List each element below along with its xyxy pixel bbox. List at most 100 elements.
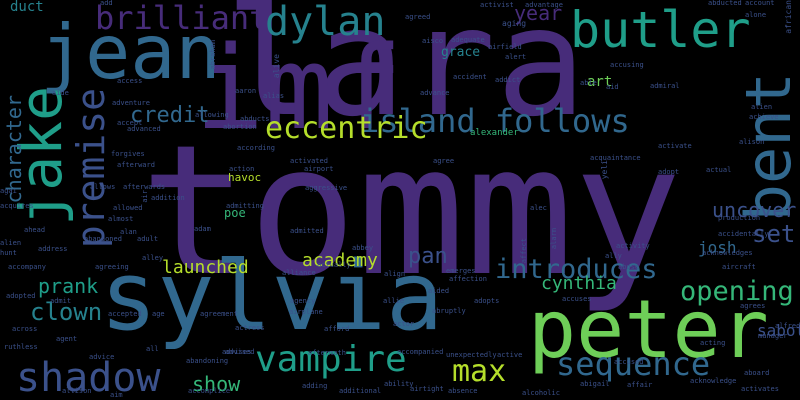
word-accuses: accuses (562, 295, 592, 303)
word-ally: ally (605, 252, 622, 260)
word-lara: lara (225, 0, 587, 150)
word-activated: activated (290, 157, 328, 165)
word-aisco: aisco (422, 37, 444, 45)
word-all: all (146, 345, 159, 353)
word-agai: agai (0, 187, 17, 195)
word-abuse: abuse (618, 263, 640, 271)
word-aggressive: aggressive (305, 184, 348, 192)
word-manager: manager (758, 332, 788, 340)
word-alert: alert (505, 53, 527, 61)
word-agreeing: agreeing (95, 263, 129, 271)
word-alfred: alfred (775, 322, 800, 330)
word-admiral: admiral (650, 82, 680, 90)
word-address: address (38, 245, 68, 253)
word-acting: acting (700, 339, 726, 347)
word-across: across (12, 325, 38, 333)
word-acknowledge: acknowledge (690, 377, 737, 385)
word-alcoholic: alcoholic (522, 389, 560, 397)
word-prank: prank (38, 274, 99, 298)
word-adopt: adopt (658, 168, 680, 176)
word-airtight: airtight (410, 385, 444, 393)
word-agree: agree (433, 157, 455, 165)
word-abducted: abducted (708, 0, 742, 7)
word-yeli: yeli (600, 160, 609, 180)
word-pan: pan (408, 244, 448, 269)
word-allowed: allowed (113, 204, 143, 212)
word-alien: alien (0, 239, 22, 247)
word-agency: agency (290, 297, 316, 305)
word-peter: peter (528, 283, 769, 376)
word-airplane: airplane (289, 308, 323, 316)
word-aaron: aaron (235, 87, 257, 95)
word-able: able (580, 79, 597, 87)
word-acquires: acquires (0, 202, 34, 210)
word-uncover: uncover (712, 198, 797, 222)
word-allison: allison (62, 387, 92, 395)
word-butler: butler (570, 1, 751, 59)
word-advises: advises (222, 348, 252, 356)
word-adventure: adventure (112, 99, 150, 107)
word-abbey: abbey (352, 244, 374, 252)
word-brilliant: brilliant (95, 0, 269, 37)
word-air: air (141, 190, 149, 203)
word-activate: activate (658, 142, 692, 150)
word-clown: clown (30, 298, 103, 326)
word-aboard: aboard (744, 369, 770, 377)
word-cynthia: cynthia (541, 273, 617, 294)
word-aftermath: aftermath (308, 349, 346, 357)
word-airport: airport (304, 165, 334, 173)
word-alias: alias (263, 92, 285, 100)
word-introduces: introduces (495, 254, 658, 285)
word-grace: grace (441, 45, 481, 60)
word-duct: duct (10, 0, 44, 15)
word-alan: alan (120, 228, 137, 236)
word-unexpectedly: unexpectedly (446, 351, 497, 359)
word-alive: alive (272, 54, 281, 79)
word-abraham: abraham (209, 40, 217, 70)
word-accompanied: accompanied (397, 348, 444, 356)
word-shadow: shadow (16, 355, 161, 400)
word-advised: advised (225, 348, 255, 356)
word-acknowledges: acknowledges (702, 249, 753, 257)
word-alone: alone (745, 11, 767, 19)
word-accused: accused (614, 358, 644, 366)
word-adopted: adopted (6, 292, 36, 300)
word-actor: actor (393, 320, 415, 328)
word-affection: affection (449, 275, 487, 283)
word-allie: allie (383, 297, 405, 305)
word-abandoning: abandoning (186, 357, 229, 365)
word-vampire: vampire (255, 339, 407, 380)
word-accepted: accepted (108, 310, 142, 318)
word-josh: josh (698, 238, 737, 257)
word-account: account (745, 0, 775, 7)
word-ruthless: ruthless (4, 343, 38, 351)
word-adding: adding (302, 382, 328, 390)
word-adequate: adequate (451, 36, 485, 44)
word-actress: actress (235, 324, 265, 332)
word-acquaintance: acquaintance (590, 154, 641, 162)
word-sylvia: sylvia (100, 242, 444, 352)
word-accept: accept (117, 119, 143, 127)
word-island-follows: island follows (360, 102, 630, 140)
word-admitted: admitted (290, 227, 324, 235)
word-sabotage: sabotage (757, 321, 800, 340)
word-abruptly: abruptly (432, 307, 466, 315)
word-agreed: agreed (405, 13, 431, 21)
word-hunt: hunt (0, 249, 17, 257)
word-achieve: achieve (749, 113, 779, 121)
word-afterward: afterward (117, 161, 155, 169)
word-tommy: tommy (140, 107, 682, 316)
word-imf: imf (195, 22, 403, 156)
word-action: action (229, 165, 255, 173)
word-afford: afford (324, 325, 350, 333)
word-afterwards: afterwards (123, 183, 166, 191)
word-ability: ability (384, 380, 414, 388)
word-opening: opening (680, 276, 794, 307)
word-credit: credit (130, 103, 210, 128)
word-accident: accident (453, 73, 487, 81)
word-adopts: adopts (474, 297, 500, 305)
word-accomplice: accomplice (188, 387, 231, 395)
word-according: according (237, 144, 275, 152)
word-actually: actually (317, 261, 351, 269)
